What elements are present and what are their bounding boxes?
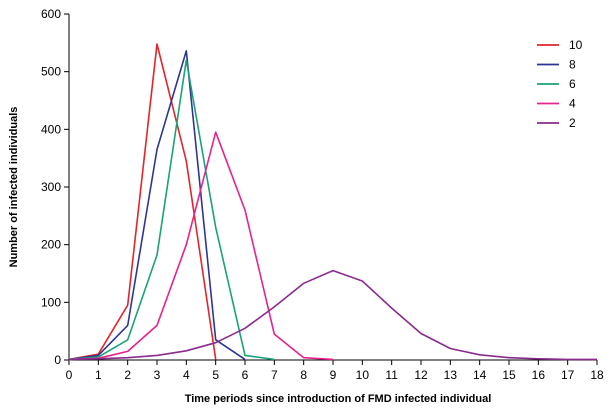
x-tick-label: 18 bbox=[590, 368, 604, 382]
x-tick-label: 11 bbox=[385, 368, 398, 382]
y-tick-label: 0 bbox=[54, 353, 61, 367]
x-axis-title: Time periods since introduction of FMD i… bbox=[185, 393, 492, 405]
legend-label-8: 8 bbox=[569, 58, 576, 72]
y-tick-label: 100 bbox=[41, 295, 61, 309]
x-tick-label: 9 bbox=[330, 368, 337, 382]
x-tick-label: 17 bbox=[561, 368, 575, 382]
x-tick-label: 14 bbox=[473, 368, 487, 382]
y-tick-label: 200 bbox=[41, 238, 61, 252]
legend-label-10: 10 bbox=[569, 38, 583, 52]
x-tick-label: 4 bbox=[183, 368, 190, 382]
legend-label-4: 4 bbox=[569, 97, 576, 111]
y-tick-label: 400 bbox=[41, 122, 61, 136]
x-tick-label: 1 bbox=[95, 368, 102, 382]
x-tick-label: 16 bbox=[532, 368, 546, 382]
x-tick-label: 0 bbox=[66, 368, 73, 382]
legend-label-6: 6 bbox=[569, 77, 576, 91]
y-tick-label: 500 bbox=[41, 65, 61, 79]
x-tick-label: 12 bbox=[414, 368, 428, 382]
x-tick-label: 8 bbox=[300, 368, 307, 382]
x-tick-label: 5 bbox=[212, 368, 219, 382]
x-tick-label: 13 bbox=[444, 368, 458, 382]
series-line-8 bbox=[68, 50, 246, 361]
series-layer bbox=[68, 43, 597, 361]
legend: 10 8 6 4 2 bbox=[537, 38, 583, 130]
x-tick-label: 10 bbox=[356, 368, 370, 382]
y-tick-label: 300 bbox=[41, 180, 61, 194]
x-tick-label: 15 bbox=[502, 368, 516, 382]
x-tick-label: 3 bbox=[154, 368, 161, 382]
series-line-4 bbox=[68, 131, 334, 361]
x-tick-label: 2 bbox=[124, 368, 131, 382]
series-line-10 bbox=[68, 43, 217, 361]
y-tick-label: 600 bbox=[41, 7, 61, 21]
x-tick-label: 6 bbox=[242, 368, 249, 382]
x-tick-label: 7 bbox=[271, 368, 278, 382]
y-axis-title: Number of infected individuals bbox=[8, 107, 20, 268]
legend-label-2: 2 bbox=[569, 116, 576, 130]
series-line-6 bbox=[68, 59, 275, 361]
series-line-2 bbox=[68, 269, 597, 361]
